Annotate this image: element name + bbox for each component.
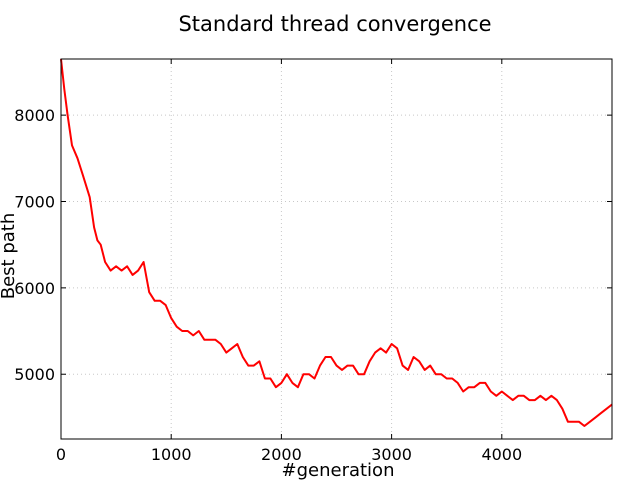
x-tick-label: 2000 — [261, 445, 302, 464]
x-axis-label: #generation — [282, 460, 395, 480]
y-tick-label: 7000 — [14, 193, 55, 212]
series-line — [60, 58, 613, 427]
y-axis-label: Best path — [0, 213, 19, 300]
chart-title: Standard thread convergence — [178, 12, 491, 36]
plot-frame — [60, 58, 613, 440]
series-layer — [60, 58, 613, 427]
x-tick-label: 0 — [56, 445, 66, 464]
x-tick-label: 4000 — [481, 445, 522, 464]
grid-lines — [61, 59, 612, 439]
y-tick-label: 6000 — [14, 279, 55, 298]
x-tick-label: 3000 — [371, 445, 412, 464]
axis-ticks: 0 1000 2000 3000 4000 5000 6000 7000 8000 — [14, 59, 612, 464]
x-tick-label: 1000 — [151, 445, 192, 464]
y-tick-label: 8000 — [14, 106, 55, 125]
y-tick-label: 5000 — [14, 365, 55, 384]
